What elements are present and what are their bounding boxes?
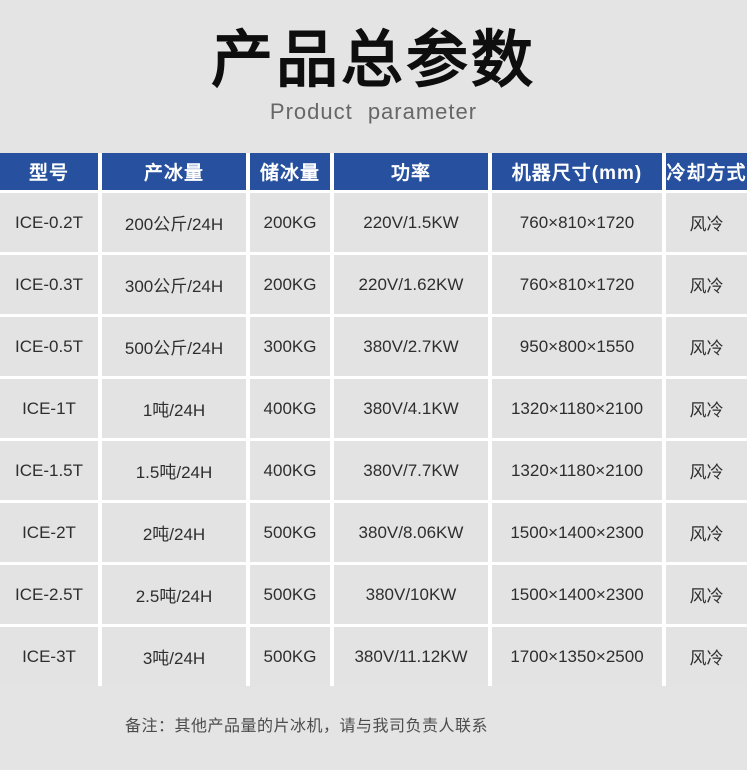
table-cell-r5-c4: 1500×1400×2300 (492, 503, 662, 563)
column-header-2: 储冰量 (250, 153, 330, 191)
table-cell-r4-c0: ICE-1.5T (0, 441, 98, 501)
table-cell-r1-c2: 200KG (250, 255, 330, 315)
table-cell-r1-c3: 220V/1.62KW (334, 255, 488, 315)
table-cell-r5-c3: 380V/8.06KW (334, 503, 488, 563)
table-cell-r2-c1: 500公斤/24H (102, 317, 246, 377)
table-cell-r2-c0: ICE-0.5T (0, 317, 98, 377)
table-cell-r1-c5: 风冷 (666, 255, 747, 315)
column-header-1: 产冰量 (102, 153, 246, 191)
table-cell-r0-c5: 风冷 (666, 193, 747, 253)
table-cell-r4-c5: 风冷 (666, 441, 747, 501)
table-cell-r4-c2: 400KG (250, 441, 330, 501)
table-cell-r3-c5: 风冷 (666, 379, 747, 439)
table-cell-r1-c4: 760×810×1720 (492, 255, 662, 315)
page-title: 产品总参数 (210, 26, 536, 95)
table-cell-r7-c5: 风冷 (666, 627, 747, 687)
column-header-3: 功率 (334, 153, 488, 191)
table-cell-r5-c1: 2吨/24H (102, 503, 246, 563)
table-cell-r6-c4: 1500×1400×2300 (492, 565, 662, 625)
table-cell-r0-c1: 200公斤/24H (102, 193, 246, 253)
page-subtitle: Product parameter (269, 99, 478, 125)
table-cell-r4-c3: 380V/7.7KW (334, 441, 488, 501)
table-cell-r7-c4: 1700×1350×2500 (492, 627, 662, 687)
table-cell-r5-c0: ICE-2T (0, 503, 98, 563)
table-cell-r3-c4: 1320×1180×2100 (492, 379, 662, 439)
table-cell-r5-c2: 500KG (250, 503, 330, 563)
table-cell-r1-c1: 300公斤/24H (102, 255, 246, 315)
table-cell-r3-c3: 380V/4.1KW (334, 379, 488, 439)
column-header-5: 冷却方式 (666, 153, 747, 191)
table-cell-r5-c5: 风冷 (666, 503, 747, 563)
table-cell-r0-c2: 200KG (250, 193, 330, 253)
table-cell-r2-c3: 380V/2.7KW (334, 317, 488, 377)
product-parameter-table: 型号 产冰量 储冰量 功率 机器尺寸(mm) 冷却方式 ICE-0.2T 200公斤/24H 2… (0, 153, 747, 687)
table-cell-r3-c0: ICE-1T (0, 379, 98, 439)
table-cell-r2-c4: 950×800×1550 (492, 317, 662, 377)
table-cell-r6-c5: 风冷 (666, 565, 747, 625)
table-cell-r7-c2: 500KG (250, 627, 330, 687)
table-cell-r2-c2: 300KG (250, 317, 330, 377)
table-cell-r2-c5: 风冷 (666, 317, 747, 377)
title-block: 产品总参数 Product parameter (0, 0, 747, 125)
table-cell-r4-c4: 1320×1180×2100 (492, 441, 662, 501)
table-cell-r6-c0: ICE-2.5T (0, 565, 98, 625)
table-cell-r7-c0: ICE-3T (0, 627, 98, 687)
column-header-0: 型号 (0, 153, 98, 191)
table-cell-r7-c3: 380V/11.12KW (334, 627, 488, 687)
table-cell-r0-c0: ICE-0.2T (0, 193, 98, 253)
column-header-4: 机器尺寸(mm) (492, 153, 662, 191)
footnote: 备注：其他产品量的片冰机，请与我司负责人联系 (125, 718, 489, 736)
table-cell-r6-c3: 380V/10KW (334, 565, 488, 625)
table-cell-r6-c1: 2.5吨/24H (102, 565, 246, 625)
table-cell-r3-c1: 1吨/24H (102, 379, 246, 439)
table-cell-r3-c2: 400KG (250, 379, 330, 439)
table-cell-r6-c2: 500KG (250, 565, 330, 625)
table-cell-r7-c1: 3吨/24H (102, 627, 246, 687)
table-cell-r0-c4: 760×810×1720 (492, 193, 662, 253)
table-cell-r1-c0: ICE-0.3T (0, 255, 98, 315)
table-cell-r0-c3: 220V/1.5KW (334, 193, 488, 253)
table-cell-r4-c1: 1.5吨/24H (102, 441, 246, 501)
